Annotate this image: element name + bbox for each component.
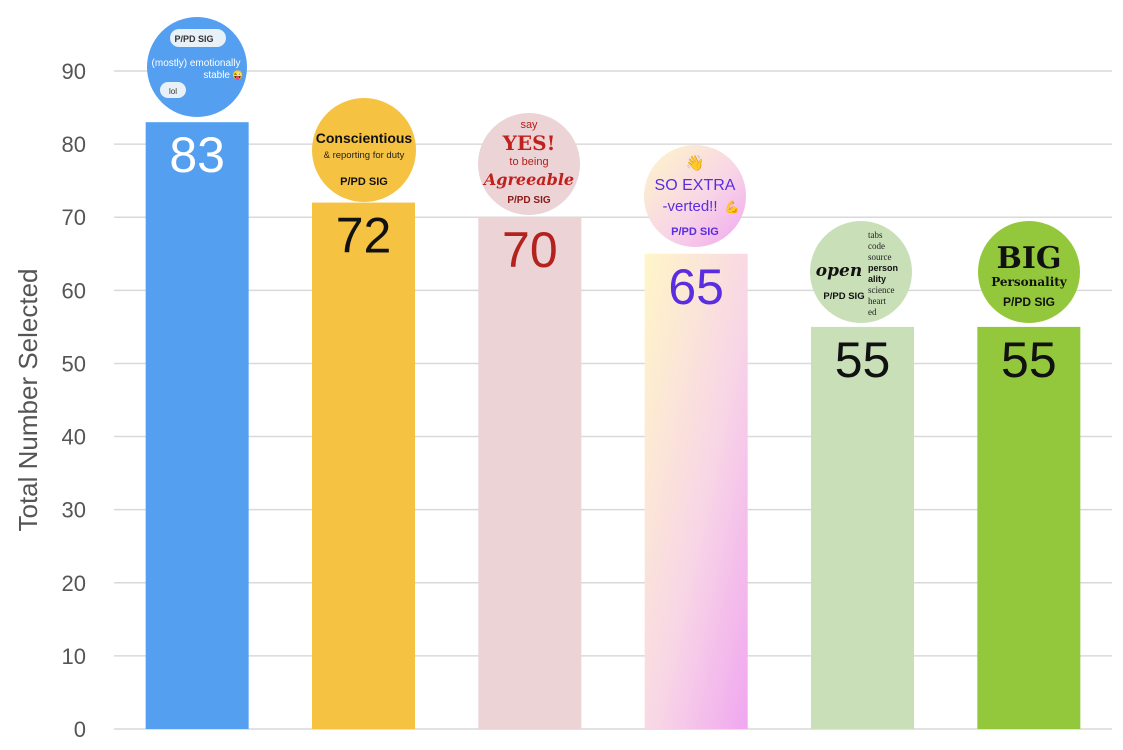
bar (644, 253, 748, 729)
bar-value-label: 55 (1001, 332, 1057, 388)
y-axis-ticks: 0 10 20 30 40 50 60 70 80 90 (62, 59, 86, 742)
badge-sub: & reporting for duty (324, 150, 405, 161)
y-tick-label: 70 (62, 205, 86, 230)
badge-circle (312, 98, 416, 202)
y-tick-label: 60 (62, 278, 86, 303)
badge-word: open (816, 261, 862, 281)
badge-tag: P/PD SIG (174, 34, 213, 44)
bar-value-label: 70 (502, 222, 558, 278)
badge-sig: P/PD SIG (340, 176, 388, 188)
badge-sig: P/PD SIG (823, 291, 864, 302)
badge-list-item: ality (868, 274, 886, 284)
message-bubble-received (160, 82, 186, 98)
gridlines (114, 70, 1112, 730)
badge-sig: P/PD SIG (1003, 295, 1055, 309)
bar (811, 326, 914, 729)
flexed-biceps-emoji: 💪 (725, 200, 740, 214)
badge-circle (810, 221, 912, 323)
badge-line2: -verted!! (662, 198, 717, 215)
bar (478, 217, 582, 729)
bar-value-label: 65 (668, 259, 724, 315)
badge-yes: YES! (502, 131, 556, 155)
bar (145, 122, 249, 729)
y-axis-label: Total Number Selected (13, 268, 43, 531)
badge-list-item: science (868, 285, 894, 295)
badge-list-item: tabs (868, 230, 883, 240)
badge-emotionally-stable: P/PD SIG (mostly) emotionally stable 😜 l… (147, 17, 247, 117)
message-bubble-sent (170, 29, 226, 47)
badge-list-item: ed (868, 307, 877, 317)
y-tick-label: 20 (62, 571, 86, 596)
badge-extraverted: 👋 SO EXTRA -verted!! 💪 P/PD SIG (644, 145, 746, 247)
badge-big-personality: BIG Personality P/PD SIG (978, 221, 1080, 323)
badge-line1: SO EXTRA (655, 177, 736, 194)
badge-sig: P/PD SIG (671, 226, 719, 238)
badge-open: open P/PD SIG tabs code source person al… (810, 221, 912, 323)
badge-list-item: heart (868, 296, 886, 306)
bar-value-label: 72 (336, 208, 392, 264)
badge-circle (644, 145, 746, 247)
badge-line1: (mostly) emotionally (152, 58, 241, 69)
data-labels: 83 72 70 65 55 55 (169, 127, 1056, 388)
winking-face-emoji: 😜 (232, 70, 243, 81)
bar (977, 326, 1081, 729)
badge-list-item: code (868, 241, 885, 251)
waving-hand-emoji: 👋 (686, 154, 705, 172)
badge-word: Agreeable (482, 170, 574, 189)
y-tick-label: 30 (62, 498, 86, 523)
badge-circle (478, 113, 580, 215)
badge-conscientious: Conscientious & reporting for duty P/PD … (312, 98, 416, 202)
y-tick-label: 50 (62, 351, 86, 376)
y-tick-label: 80 (62, 132, 86, 157)
bar (312, 202, 415, 730)
badge-circle (978, 221, 1080, 323)
badge-sub: Personality (991, 275, 1068, 289)
bar-value-label: 83 (169, 127, 225, 183)
y-tick-label: 10 (62, 644, 86, 669)
badge-title: Conscientious (316, 130, 413, 146)
badge-list-item: source (868, 252, 892, 262)
badge-line2: stable (203, 70, 230, 81)
badge-agreeable: say YES! to being Agreeable P/PD SIG (478, 113, 580, 215)
y-tick-label: 0 (74, 717, 86, 742)
badge-to-being: to being (509, 156, 548, 168)
badge-list-item: person (868, 263, 898, 273)
badge-sig: P/PD SIG (507, 195, 551, 206)
y-tick-label: 90 (62, 59, 86, 84)
bar-value-label: 55 (835, 332, 891, 388)
badge-reply: lol (169, 87, 177, 96)
y-tick-label: 40 (62, 425, 86, 450)
bars (145, 122, 1081, 730)
badge-say: say (520, 119, 538, 131)
badge-word: BIG (996, 241, 1061, 276)
